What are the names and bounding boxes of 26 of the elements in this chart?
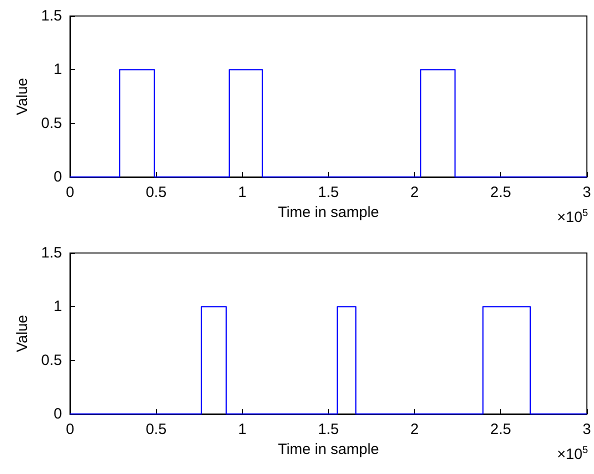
y-tick-label: 1.5 bbox=[41, 8, 62, 24]
y-tick-label: 0 bbox=[54, 168, 62, 186]
x-tick-label: 1 bbox=[238, 184, 246, 201]
y-axis-title: Value bbox=[14, 78, 31, 116]
y-tick-label: 0 bbox=[54, 406, 62, 422]
y-tick-label: 1.5 bbox=[41, 244, 62, 262]
x-tick-label: 0 bbox=[66, 421, 74, 438]
x-tick-label: 0.5 bbox=[146, 184, 167, 201]
x-tick-label: 0.5 bbox=[146, 421, 167, 438]
x-tick-label: 1 bbox=[238, 421, 246, 438]
x-tick-label: 1.5 bbox=[318, 421, 339, 438]
x-axis-title: Time in sample bbox=[278, 441, 379, 458]
x-tick-label: 1.5 bbox=[318, 184, 339, 201]
x-tick-label: 2 bbox=[410, 421, 419, 438]
y-tick-label: 1 bbox=[54, 298, 62, 316]
x-tick-label: 2 bbox=[410, 184, 419, 201]
x-tick-label: 0 bbox=[66, 184, 74, 201]
y-tick-label: 0.5 bbox=[41, 352, 62, 369]
y-tick-label: 1 bbox=[54, 61, 62, 78]
y-tick-label: 0.5 bbox=[41, 114, 62, 132]
x-tick-label: 3 bbox=[582, 184, 591, 201]
x-tick-label: 3 bbox=[582, 421, 591, 438]
x-axis-title: Time in sample bbox=[278, 204, 379, 221]
x-tick-label: 2.5 bbox=[490, 184, 512, 201]
y-axis-title: Value bbox=[14, 314, 31, 352]
x-tick-label: 2.5 bbox=[490, 421, 512, 438]
